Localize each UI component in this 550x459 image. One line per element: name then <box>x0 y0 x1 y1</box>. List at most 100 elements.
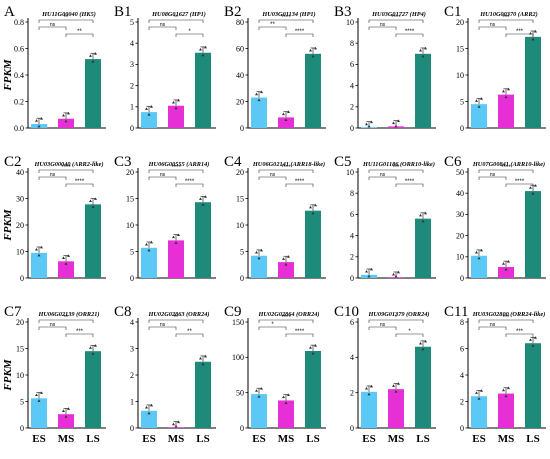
chart-panel-b1: B1 HU08G01627 (HP1) 0 1 2 3 4 5 * ns ** <box>114 4 216 133</box>
significance-bracket <box>175 333 204 337</box>
bar-ls <box>305 53 321 128</box>
significance-bracket <box>258 319 314 323</box>
data-point <box>507 87 510 91</box>
panel-title: HU11G01186 (ORR10-like) <box>362 161 435 168</box>
data-point <box>309 346 312 349</box>
significance-label: **** <box>61 165 71 171</box>
significance-bracket <box>368 26 397 30</box>
data-point <box>480 248 483 252</box>
y-tick-label: 10 <box>16 371 24 380</box>
y-tick-label: 20 <box>236 168 244 177</box>
significance-bracket <box>395 183 424 187</box>
bar-ms <box>58 261 74 278</box>
panel-letter: C3 <box>114 154 132 170</box>
data-point <box>480 97 483 100</box>
bar-es <box>31 398 47 428</box>
chart-panel-c9: C9 HU02G02864 (ORR24)050100150*********ES… <box>224 304 326 445</box>
data-point <box>284 263 288 266</box>
panel-letter: C10 <box>334 304 359 320</box>
data-point <box>534 29 537 33</box>
x-tick-label: LS <box>416 433 429 445</box>
data-point <box>255 250 258 254</box>
bar-ms <box>168 427 184 428</box>
panel-title: HU02G02863 (ORR24) <box>147 311 209 318</box>
y-tick-label: 40 <box>16 168 24 177</box>
y-tick-label: 0.8 <box>14 18 24 27</box>
bar-ms <box>58 118 74 128</box>
y-tick-label: 100 <box>232 353 244 362</box>
y-tick-label: 0 <box>20 274 24 283</box>
data-point <box>35 393 38 397</box>
y-tick-label: 0.4 <box>14 71 24 80</box>
y-tick-label: 10 <box>456 253 464 262</box>
bar-ms <box>498 393 514 428</box>
significance-label: *** <box>502 315 510 321</box>
data-point <box>62 409 65 412</box>
significance-label: *** <box>76 329 84 335</box>
data-point <box>174 241 178 244</box>
y-tick-label: 1 <box>130 397 134 406</box>
significance-label: * <box>395 315 398 321</box>
y-tick-label: 15 <box>126 194 134 203</box>
data-point <box>35 119 38 122</box>
x-tick-label: MS <box>388 433 405 445</box>
y-tick-label: 10 <box>346 18 354 27</box>
panel-letter: B2 <box>224 4 242 20</box>
y-tick-label: 80 <box>236 18 244 27</box>
bar-es <box>361 391 377 428</box>
y-tick-label: 0 <box>350 124 354 133</box>
significance-bracket <box>368 176 397 180</box>
data-point <box>475 250 478 254</box>
significance-bracket <box>478 176 507 180</box>
bar-ms <box>278 262 294 278</box>
data-point <box>204 45 207 49</box>
data-point <box>475 391 478 394</box>
data-point <box>260 90 263 94</box>
data-point <box>367 124 371 128</box>
bar-ms <box>278 117 294 128</box>
panel-letter: B1 <box>114 4 132 20</box>
significance-bracket <box>395 333 424 337</box>
y-axis-label: FPKM <box>2 58 14 91</box>
significance-label: ns <box>160 172 166 178</box>
data-point <box>370 267 373 271</box>
y-tick-label: 6 <box>460 344 464 353</box>
data-point <box>37 399 41 402</box>
data-point <box>419 341 422 345</box>
panel-title: HU06G02139 (ORR21) <box>37 311 99 318</box>
x-tick-label: ES <box>142 433 155 445</box>
data-point <box>89 346 92 349</box>
data-point <box>531 192 535 195</box>
chart-panel-c3: C3 HU06G00555 (ARR14) 0 5 10 15 20 **** ns **** <box>114 154 216 283</box>
panel-title: HU10G00370 (ARR2) <box>479 11 538 18</box>
y-tick-label: 0 <box>350 424 354 433</box>
data-point <box>507 259 510 263</box>
data-point <box>392 384 395 387</box>
significance-bracket <box>368 326 397 330</box>
data-point <box>367 392 371 396</box>
panel-letter: B3 <box>334 4 352 20</box>
data-point <box>421 347 425 351</box>
data-point <box>311 351 315 355</box>
y-tick-label: 4 <box>350 81 354 90</box>
data-point <box>67 254 70 257</box>
data-point <box>477 256 481 260</box>
data-point <box>282 395 285 399</box>
data-point <box>504 394 508 398</box>
data-point <box>255 389 258 392</box>
x-tick-label: ES <box>362 433 375 445</box>
data-point <box>365 386 368 390</box>
y-tick-label: 10 <box>456 71 464 80</box>
data-point <box>311 211 315 215</box>
significance-label: **** <box>405 29 415 35</box>
data-point <box>91 205 95 208</box>
panel-title: HU06G02141 (ARR18-like) <box>252 161 325 168</box>
x-tick-label: MS <box>498 433 515 445</box>
data-point <box>174 106 178 110</box>
y-axis-label: FPKM <box>2 208 14 241</box>
chart-panel-c10: C10 HU09G01379 (ORR24) 0 2 4 6 * ns * ES MS LS <box>334 304 436 445</box>
significance-bracket <box>258 26 287 30</box>
significance-label: ns <box>50 322 56 328</box>
y-tick-label: 20 <box>16 318 24 327</box>
y-tick-label: 2 <box>460 397 464 406</box>
